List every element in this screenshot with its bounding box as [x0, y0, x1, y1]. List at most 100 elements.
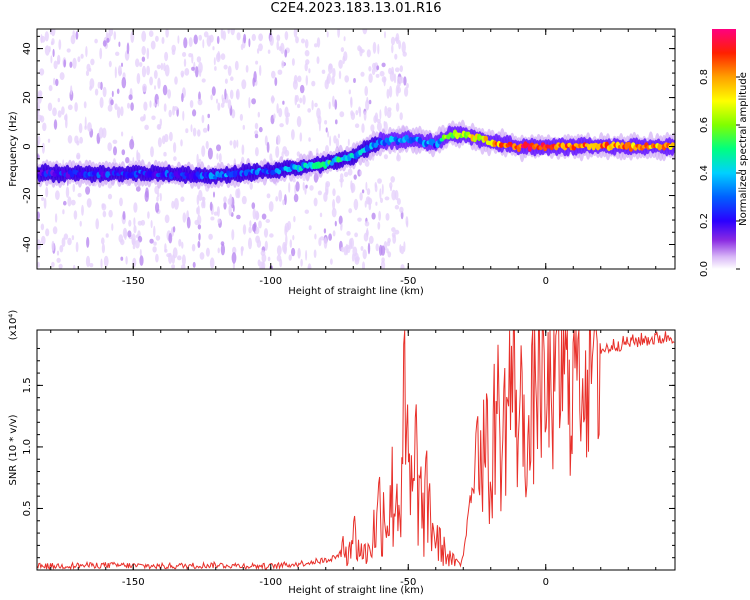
spectrogram-noise-blob — [367, 242, 371, 255]
spectrogram-noise-blob — [40, 223, 45, 231]
spectrogram-noise-blob — [126, 42, 130, 55]
spectrogram-noise-blob — [313, 249, 317, 258]
snr-frame — [36, 329, 676, 571]
spectrogram-noise-blob — [375, 201, 378, 206]
spectrogram-noise-blob — [230, 76, 234, 81]
spectrogram-noise-blob — [51, 240, 55, 252]
spectrogram-noise-blob — [44, 45, 50, 56]
spectrogram-noise-blob — [136, 73, 141, 85]
spectrogram-noise-blob — [305, 59, 310, 65]
spectrogram-noise-blob — [229, 140, 233, 146]
spectrogram-noise-blob — [78, 123, 83, 134]
spectrogram-noise-blob — [216, 153, 219, 160]
spectrogram-noise-blob — [366, 96, 369, 103]
spectrogram-noise-blob — [210, 216, 215, 221]
spectrogram-noise-blob — [183, 37, 188, 49]
spectrogram-noise-blob — [85, 70, 90, 77]
spectrogram-noise-blob — [346, 231, 351, 236]
spectrogram-noise-blob — [300, 258, 303, 267]
spectrogram-noise-blob — [150, 40, 156, 50]
spectrogram-noise-blob — [278, 107, 283, 118]
spectrogram-noise-blob — [162, 84, 168, 96]
spectrogram-noise-blob — [235, 188, 240, 199]
spectrogram-noise-blob — [81, 204, 84, 216]
spectrogram-noise-blob — [343, 171, 349, 178]
spectrogram-noise-blob — [227, 65, 232, 77]
spectrogram-noise-blob — [318, 120, 321, 132]
spectrogram-noise-blob — [331, 76, 335, 85]
spectrogram-noise-blob — [180, 139, 183, 147]
spectrogram-noise-blob — [130, 102, 134, 111]
spectrogram-y-ticks: 40 20 0 -20 -40 — [22, 35, 675, 270]
colorbar: 0.0 0.2 0.4 0.6 0.8 Normalized spectral ampl… — [699, 29, 749, 277]
spectrogram-noise-blob — [198, 189, 203, 202]
spectrogram-noise-blob — [69, 61, 73, 68]
spectrogram-noise-blob — [119, 197, 123, 207]
spectrogram-noise-blob — [191, 243, 196, 252]
spectrogram-noise-blob — [216, 206, 220, 217]
spectrogram-noise-blob — [232, 246, 237, 255]
spectrogram-noise-blob — [141, 45, 146, 56]
spectrogram-noise-blob — [198, 68, 202, 77]
spectrogram-noise-blob — [248, 226, 252, 234]
spectrogram-noise-blob — [276, 103, 279, 114]
spectrogram-noise-blob — [114, 66, 117, 79]
spectrogram-noise-blob — [242, 124, 245, 130]
spectrogram-noise-blob — [321, 69, 326, 75]
spectrogram-noise-blob — [293, 193, 299, 203]
spectrogram-noise-blob — [196, 207, 199, 215]
spectrogram-x-label: Height of straight line (km) — [288, 286, 424, 297]
spectrogram-noise-blob — [217, 247, 220, 254]
spectrogram-noise-blob — [155, 35, 159, 42]
spectrogram-noise-blob — [355, 256, 360, 262]
spectrogram-noise-blob — [133, 202, 138, 213]
spectrogram-noise-blob — [141, 65, 147, 78]
spectrogram-noise-blob — [365, 229, 369, 237]
spectrogram-noise-blob — [386, 240, 391, 247]
spectrogram-noise-blob — [203, 31, 209, 38]
spectrogram-noise-blob — [136, 149, 139, 162]
spectrogram-noise-blob — [287, 220, 292, 231]
spectrogram-noise-blob — [352, 246, 358, 257]
spectrogram-noise-blob — [338, 59, 343, 69]
spectrogram-noise-blob — [77, 56, 81, 63]
spectrogram-noise-blob — [164, 64, 170, 77]
spectrogram-noise-blob — [205, 140, 209, 150]
spectrogram-noise-blob — [292, 178, 296, 183]
spectrogram-noise-blob — [374, 184, 378, 193]
spectrogram-noise-blob — [314, 233, 317, 240]
spectrogram-noise-blob — [295, 181, 300, 192]
spectrogram-noise-blob — [239, 113, 243, 121]
spectrogram-noise-blob — [277, 69, 283, 75]
spectrogram-noise-blob — [335, 138, 340, 149]
spectrogram-noise-blob — [235, 90, 239, 99]
spectrogram-noise-blob — [399, 244, 402, 253]
spectrogram-noise-blob — [151, 115, 156, 121]
spectrogram-noise-blob — [299, 97, 303, 104]
spectrogram-noise-blob — [379, 109, 382, 120]
spectrogram-noise-blob — [261, 213, 267, 220]
spectrogram-noise-blob — [255, 147, 259, 157]
spectrogram-x-tick-label: 0 — [543, 276, 549, 287]
spectrogram-noise-blob — [177, 255, 182, 261]
spectrogram-noise-blob — [121, 131, 124, 137]
spectrogram-noise-blob — [57, 110, 62, 118]
spectrogram-noise-blob — [90, 58, 95, 66]
spectrogram-noise-blob — [254, 133, 259, 139]
spectrogram-noise-blob — [232, 204, 235, 212]
spectrogram-noise-blob — [377, 221, 381, 230]
spectrogram-noise-blob — [164, 243, 167, 252]
spectrogram-noise-blob — [107, 181, 113, 189]
spectrogram-noise-blob — [57, 97, 60, 103]
spectrogram-noise-blob — [252, 223, 257, 232]
spectrogram-noise-blob — [107, 193, 113, 200]
spectrogram-noise-blob — [231, 229, 235, 241]
snr-panel: -150 -100 -50 0 0.5 1.0 1.5 Height of straigh… — [8, 310, 676, 596]
spectrogram-noise-blob — [220, 102, 225, 108]
spectrogram-noise-blob — [350, 110, 354, 117]
spectrogram-noise-blob — [203, 200, 206, 209]
spectrogram-noise-blob — [332, 67, 336, 78]
spectrogram-noise-blob — [79, 136, 83, 144]
spectrogram-noise-blob — [223, 64, 228, 70]
spectrogram-noise-blob — [399, 112, 403, 121]
